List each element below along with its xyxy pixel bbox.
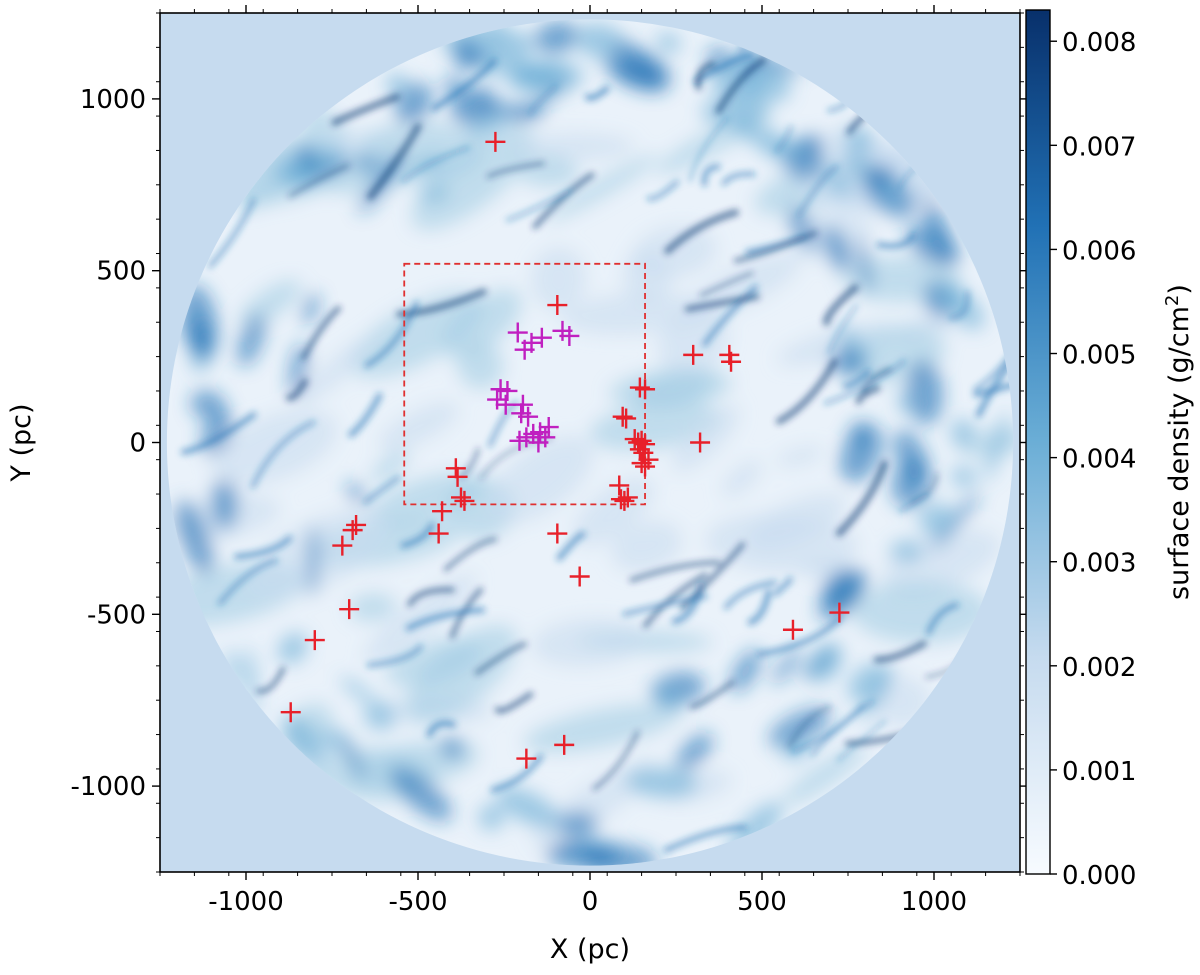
y-tick-label: -500 [87, 600, 146, 630]
marker-series-1-point [629, 439, 650, 460]
colorbar-tick-label: 0.007 [1062, 132, 1136, 162]
marker-series-1-point [554, 734, 575, 755]
x-tick-label: 500 [737, 887, 787, 917]
marker-series-1-point [454, 490, 475, 511]
colorbar-tick-label: 0.001 [1062, 757, 1136, 787]
marker-series-1-point [346, 514, 367, 535]
marker-series-1-point [339, 599, 360, 620]
x-axis-label: X (pc) [550, 934, 630, 965]
marker-series-1-point [304, 630, 325, 651]
marker-series-1-point [432, 501, 453, 522]
marker-series-1-point [445, 458, 466, 479]
marker-series-1-point [332, 535, 353, 556]
colorbar-gradient [1025, 9, 1051, 875]
marker-series-2-point [487, 389, 508, 410]
marker-series-1-point [569, 566, 590, 587]
marker-series-1-point [612, 406, 633, 427]
marker-series-2-point [518, 406, 539, 427]
y-tick-label: 0 [129, 429, 146, 459]
colorbar-label-suffix: ) [1164, 284, 1195, 295]
marker-series-1-point [428, 523, 449, 544]
colorbar: 0.000 0.001 0.002 0.003 0.004 0.005 0.006 0.007… [1025, 9, 1195, 891]
colorbar-ticks: 0.000 0.001 0.002 0.003 0.004 0.005 0.006 0.007… [1050, 28, 1136, 891]
marker-series-1-point [631, 453, 652, 474]
colorbar-tick-label: 0.006 [1062, 236, 1136, 266]
colorbar-tick-label: 0.000 [1062, 861, 1136, 891]
y-axis-label: Y (pc) [6, 403, 37, 482]
marker-series-2-point [507, 322, 528, 343]
marker-series-1-point [609, 475, 630, 496]
marker-series-2-point [531, 327, 552, 348]
x-tick-label: -500 [388, 887, 447, 917]
marker-series-1-point [614, 490, 635, 511]
colorbar-tick-label: 0.005 [1062, 341, 1136, 371]
x-tick-label: -1000 [208, 887, 284, 917]
y-tick-label: 500 [96, 257, 146, 287]
colorbar-tick-label: 0.003 [1062, 549, 1136, 579]
y-tick-label: -1000 [70, 772, 146, 802]
marker-layer [280, 131, 850, 769]
marker-series-1-point [617, 487, 638, 508]
marker-series-2-point [495, 394, 516, 415]
marker-series-1-point [547, 523, 568, 544]
marker-series-1-point [635, 456, 656, 477]
density-structure [166, 21, 1014, 866]
marker-series-1-point [547, 295, 568, 316]
y-tick-label: 1000 [80, 85, 146, 115]
marker-series-1-point [683, 344, 704, 365]
marker-series-2-point [512, 394, 533, 415]
marker-series-1-point [635, 434, 656, 455]
marker-series-2-point [521, 332, 542, 353]
colorbar-tick-label: 0.008 [1062, 28, 1136, 58]
marker-series-2-point [497, 380, 518, 401]
marker-series-1-point [485, 131, 506, 152]
marker-series-1-point [451, 487, 471, 508]
colorbar-tick-label: 0.004 [1062, 445, 1136, 475]
x-axis: -1000 -500 0 500 1000 [159, 5, 1021, 917]
x-tick-label: 0 [582, 887, 599, 917]
y-axis: -1000 -500 0 500 1000 [70, 12, 1028, 873]
colorbar-label-text: surface density (g/cm [1164, 306, 1195, 600]
x-tick-label: 1000 [901, 887, 967, 917]
marker-series-1-point [782, 619, 803, 640]
marker-series-2-point [530, 422, 551, 443]
plot-area [160, 13, 1020, 872]
marker-series-2-point [538, 417, 559, 438]
marker-series-1-point [721, 351, 742, 372]
marker-series-2-point [528, 432, 549, 453]
marker-series-1-point [829, 602, 850, 623]
marker-series-1-point [631, 430, 652, 451]
colorbar-tick-label: 0.002 [1062, 653, 1136, 683]
marker-series-1-point [690, 432, 711, 453]
marker-series-2-point [559, 325, 580, 346]
marker-series-1-point [447, 466, 468, 487]
marker-series-1-point [629, 377, 650, 398]
colorbar-label-superscript: 2 [1162, 295, 1183, 306]
marker-series-1-point [616, 408, 637, 429]
marker-series-1-point [516, 748, 537, 769]
colorbar-label: surface density (g/cm2) [1162, 284, 1195, 600]
marker-series-1-point [635, 379, 656, 400]
marker-series-1-point [280, 702, 301, 723]
marker-series-1-point [342, 520, 363, 541]
